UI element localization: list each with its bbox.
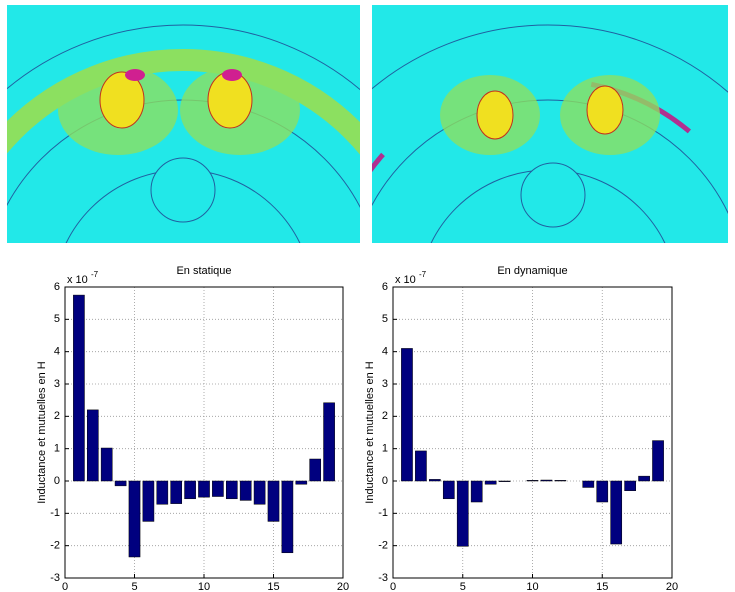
bar [652,440,664,482]
bar [554,480,567,482]
plot-area [393,287,672,578]
y-tick-label: 0 [54,475,60,487]
x-tick-label: 0 [62,581,68,592]
scale-exponent: -7 [91,270,99,279]
chart-title: En statique [176,265,231,277]
bar [323,402,335,482]
bar [170,480,183,504]
y-tick-label: 3 [54,378,60,390]
bar [442,480,455,500]
bar [212,480,224,497]
bar [582,480,595,488]
x-tick-label: 15 [267,581,279,592]
x-tick-label: 5 [460,581,466,592]
y-tick-label: 4 [382,346,388,358]
y-tick-label: 6 [54,281,60,293]
y-tick-label: -3 [50,572,60,584]
bar [498,480,511,482]
bar [239,480,252,501]
x-tick-label: 10 [526,581,538,592]
y-axis-label: Inductance et mutuelles en H [364,361,376,504]
y-tick-label: -2 [378,540,388,552]
y-axis-label: Inductance et mutuelles en H [36,361,48,504]
bar [638,475,650,482]
bar [86,409,99,482]
x-tick-label: 0 [390,581,396,592]
y-tick-label: -1 [50,507,60,519]
bar [596,480,609,503]
bar [142,480,155,522]
scale-label: x 10 [395,274,416,286]
plot-area [65,287,343,578]
bar [225,480,238,500]
scale-exponent: -7 [419,270,427,279]
y-tick-label: -1 [378,507,388,519]
bar [429,479,441,482]
y-tick-label: 6 [382,281,388,293]
bar-chart: -3 -2 -1 0 1 2 3 4 5 6 0 5 10 15 20 En statique Inductan… [36,265,349,592]
bar [624,480,636,491]
bar [281,480,294,554]
bar [415,450,427,482]
field-map-static [7,5,360,243]
y-tick-label: 0 [382,475,388,487]
bar [156,480,169,505]
bar [198,480,210,498]
bar [470,480,483,503]
bar [526,480,539,482]
chart-title: En dynamique [497,265,567,277]
scale-label: x 10 [67,274,88,286]
x-tick-label: 20 [666,581,678,592]
y-tick-label: 5 [382,313,388,325]
y-tick-label: -2 [50,540,60,552]
bar [184,480,196,500]
x-tick-label: 5 [131,581,137,592]
bar [484,480,497,485]
y-tick-label: 2 [54,410,60,422]
y-tick-label: 2 [382,410,388,422]
x-tick-label: 15 [596,581,608,592]
bar [73,294,85,482]
bar [267,480,280,522]
bar [295,480,308,485]
bar [401,348,413,482]
bar [456,480,469,547]
bar [309,458,322,482]
y-tick-label: 4 [54,346,60,358]
field-map-dynamic [372,5,728,243]
y-tick-label: 5 [54,313,60,325]
bar [610,480,623,545]
bar [540,479,553,482]
bar [100,447,113,482]
plot-frame [64,286,344,579]
y-tick-label: 3 [382,378,388,390]
y-tick-label: 1 [54,443,60,455]
bar-chart: -3 -2 -1 0 1 2 3 4 5 6 0 5 10 15 20 En dynamique Inducta… [364,265,678,592]
bar [253,480,266,505]
x-tick-label: 10 [198,581,210,592]
bar [128,480,141,558]
y-tick-label: -3 [378,572,388,584]
x-tick-label: 20 [337,581,349,592]
bar [114,480,127,487]
plot-frame [392,286,673,579]
y-tick-label: 1 [382,443,388,455]
